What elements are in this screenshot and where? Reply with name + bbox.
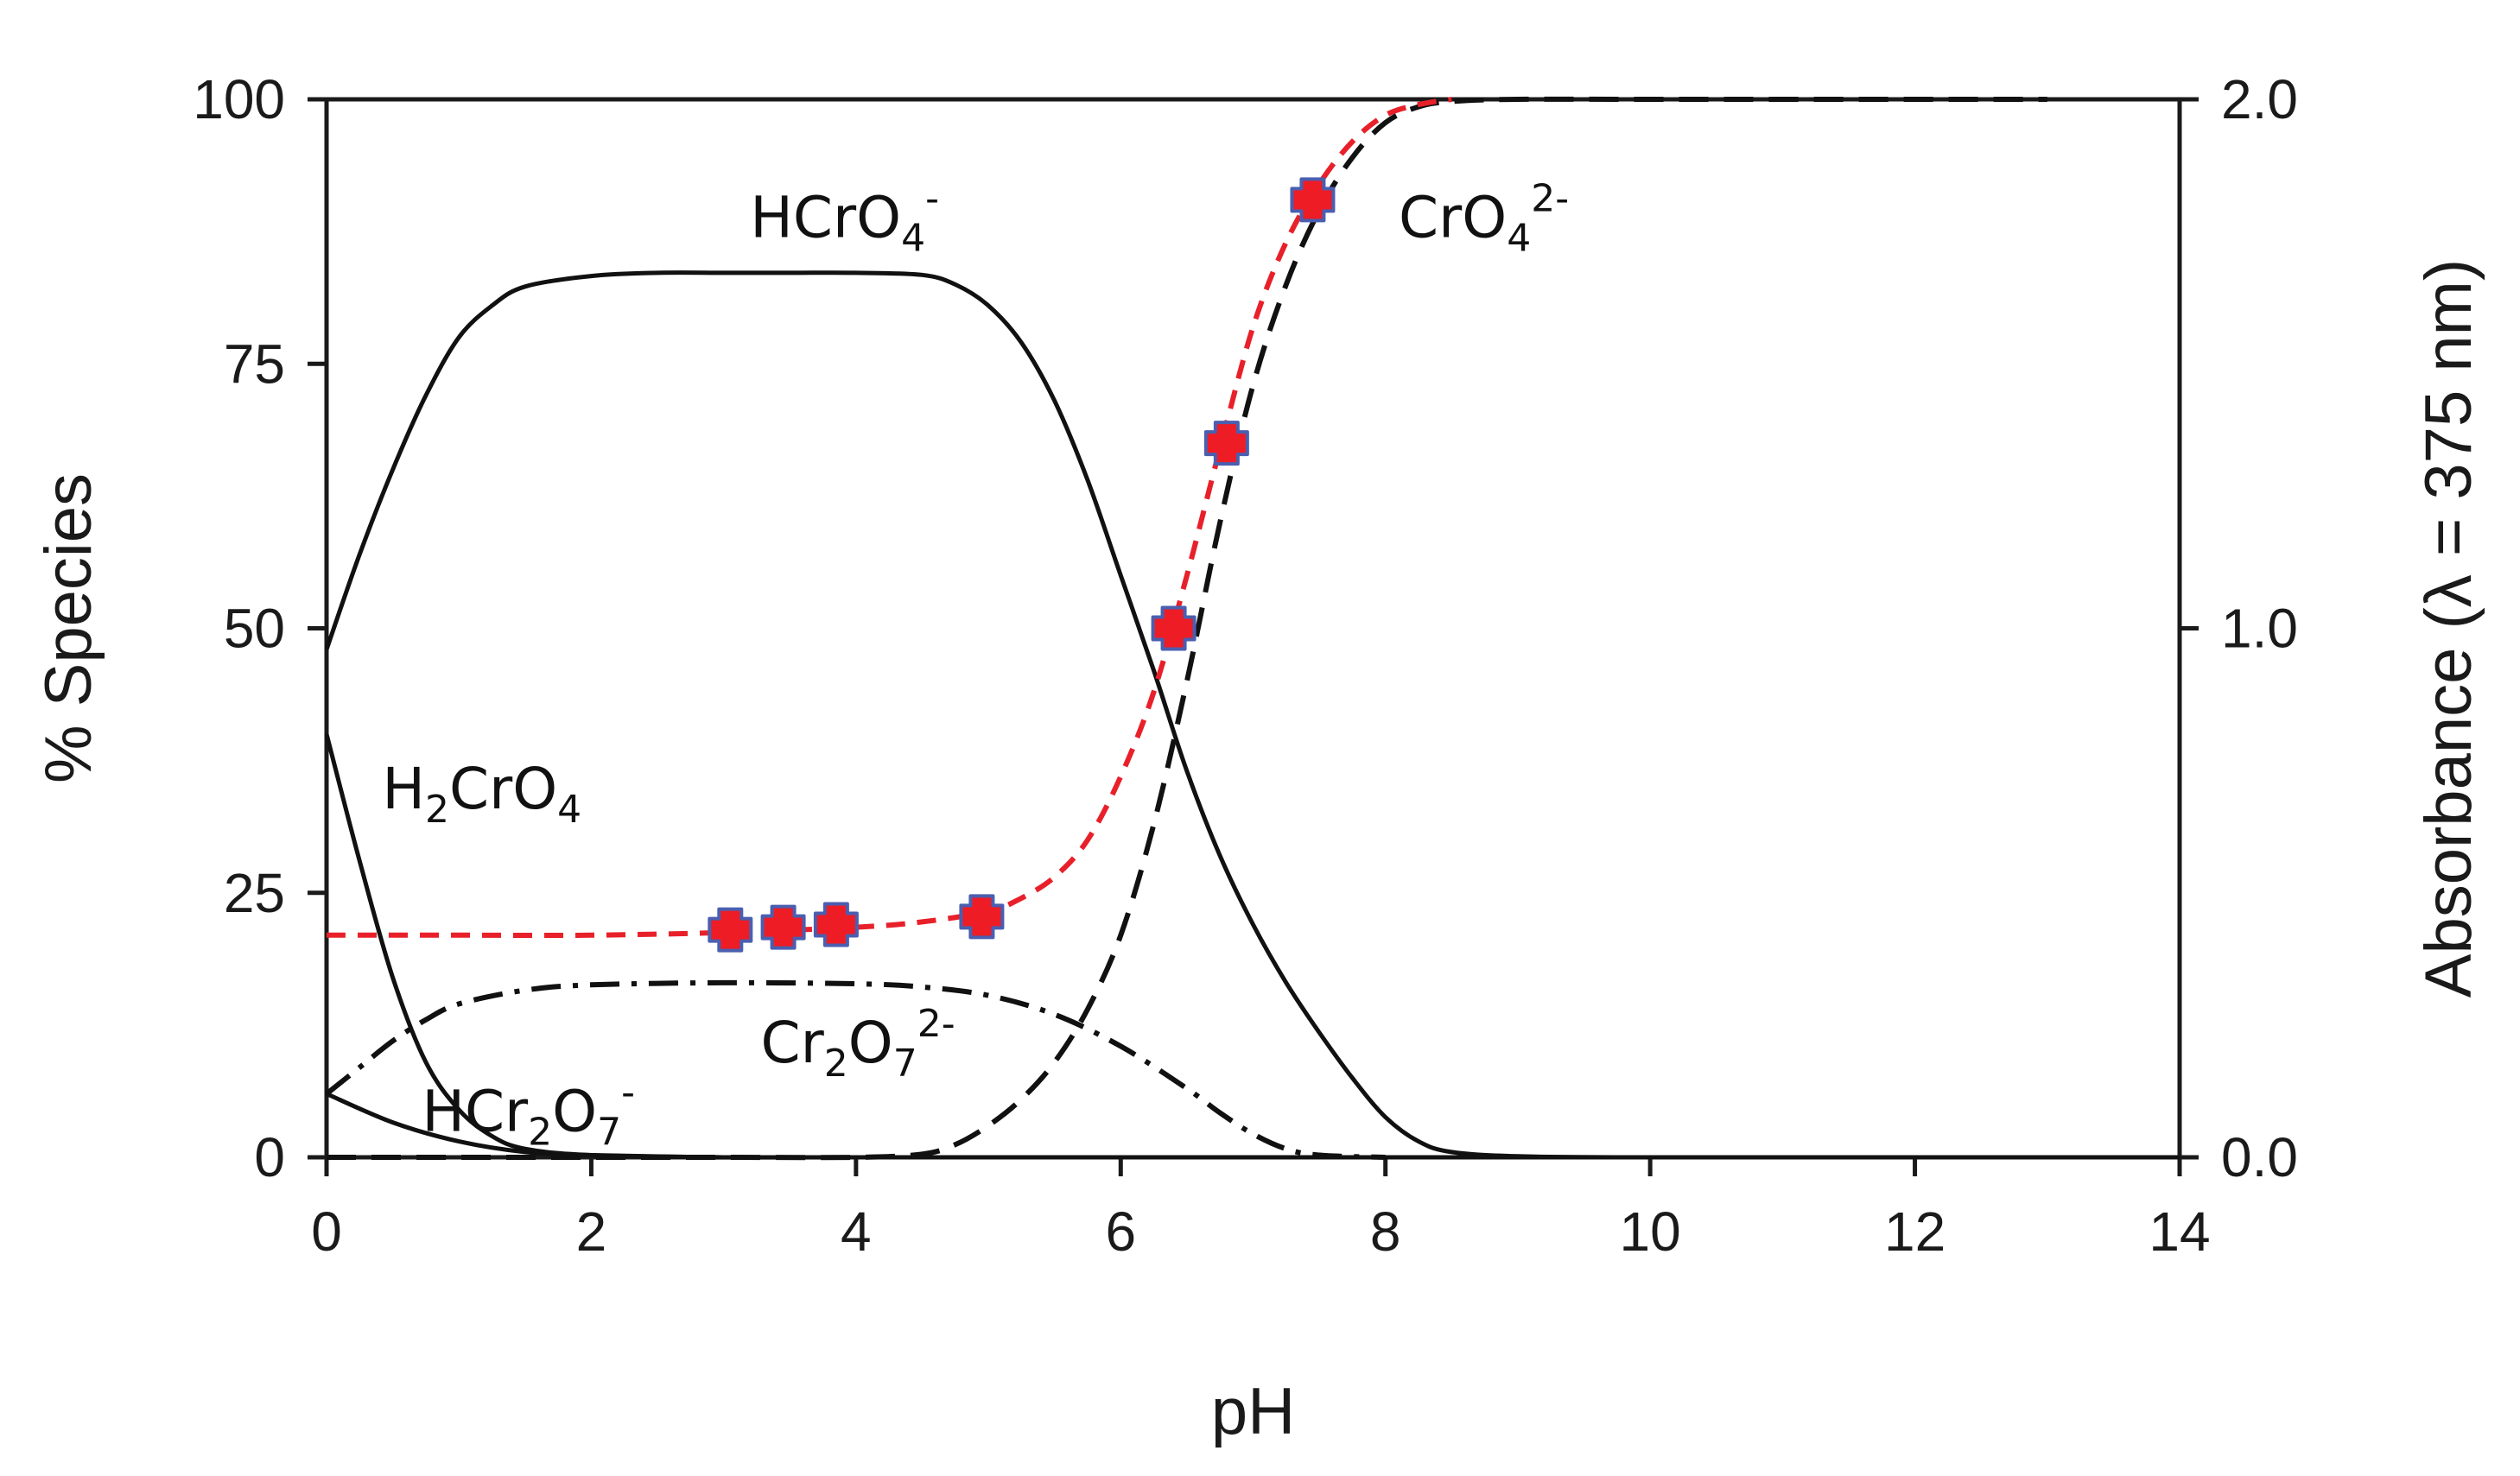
absorbance-point xyxy=(760,904,806,950)
series-line-3 xyxy=(324,733,724,1160)
species-label-part: CrO xyxy=(1399,184,1507,250)
absorbance-point xyxy=(1290,177,1336,223)
y-axis-title: % Species xyxy=(32,473,105,783)
species-label-part: 4 xyxy=(1507,216,1531,260)
absorbance-point xyxy=(1151,605,1197,651)
x-tick-label: 4 xyxy=(841,1200,872,1263)
x-tick-label: 6 xyxy=(1105,1200,1136,1263)
species-label-hcro4: HCrO4- xyxy=(750,176,939,260)
species-label-part: H xyxy=(382,756,425,822)
x-tick-label: 12 xyxy=(1884,1200,1946,1263)
x-tick-label: 8 xyxy=(1370,1200,1401,1263)
x-tick-label: 0 xyxy=(311,1200,342,1263)
absorbance-points xyxy=(708,177,1336,953)
species-label-part: Cr xyxy=(761,1010,825,1076)
species-label-part: 7 xyxy=(597,1110,621,1154)
species-label-part: 2 xyxy=(528,1110,552,1154)
series-line-5 xyxy=(327,97,1452,939)
y-tick-label: 50 xyxy=(224,598,285,660)
species-label-part: 2- xyxy=(1531,176,1569,220)
x-tick-label: 10 xyxy=(1620,1200,1681,1263)
y2-axis-title: Absorbance (λ = 375 nm) xyxy=(2412,259,2485,998)
y-axis-left: 0 25 50 75 100 xyxy=(193,68,327,1188)
series-line-2 xyxy=(325,979,1386,1160)
x-axis: 0 2 4 6 8 10 12 14 xyxy=(311,1157,2211,1263)
series-line-0 xyxy=(324,270,2180,1160)
y-tick-label: 0 xyxy=(254,1126,285,1188)
species-label-hcr2o7: HCr2O7- xyxy=(422,1070,635,1154)
species-label-part: 4 xyxy=(557,788,581,832)
y2-tick-label: 0.0 xyxy=(2221,1126,2298,1188)
species-label-part: CrO xyxy=(449,756,557,822)
species-label-part: 2- xyxy=(917,1002,955,1046)
species-label-part: HCr xyxy=(422,1078,529,1144)
species-label-cr2o7: Cr2O72- xyxy=(761,1002,955,1086)
absorbance-point xyxy=(813,902,859,947)
x-tick-label: 2 xyxy=(576,1200,607,1263)
series-layer xyxy=(324,96,2180,1161)
species-label-part: O xyxy=(552,1078,597,1144)
absorbance-point xyxy=(1203,421,1249,466)
species-label-part: - xyxy=(925,176,939,220)
species-label-h2cro4: H2CrO4 xyxy=(382,756,581,832)
y2-tick-label: 1.0 xyxy=(2221,598,2298,660)
species-label-cro4: CrO42- xyxy=(1399,176,1569,260)
y-tick-label: 100 xyxy=(193,68,285,130)
x-axis-title: pH xyxy=(1211,1375,1295,1448)
y-axis-right: 0.0 1.0 2.0 xyxy=(2180,68,2298,1188)
y-tick-label: 75 xyxy=(224,333,285,395)
series-line-1 xyxy=(327,96,2047,1161)
y-tick-label: 25 xyxy=(224,862,285,924)
species-label-part: 4 xyxy=(901,216,925,260)
plot-frame xyxy=(324,97,2182,1160)
absorbance-point xyxy=(708,907,753,953)
x-tick-label: 14 xyxy=(2149,1200,2210,1263)
species-label-part: 2 xyxy=(425,788,449,832)
species-label-part: HCrO xyxy=(750,184,901,250)
species-label-part: O xyxy=(848,1010,893,1076)
species-label-part: 7 xyxy=(893,1042,917,1086)
species-label-part: 2 xyxy=(824,1042,848,1086)
species-label-part: - xyxy=(621,1070,635,1114)
absorbance-point xyxy=(959,894,1005,940)
y2-tick-label: 2.0 xyxy=(2221,68,2298,130)
